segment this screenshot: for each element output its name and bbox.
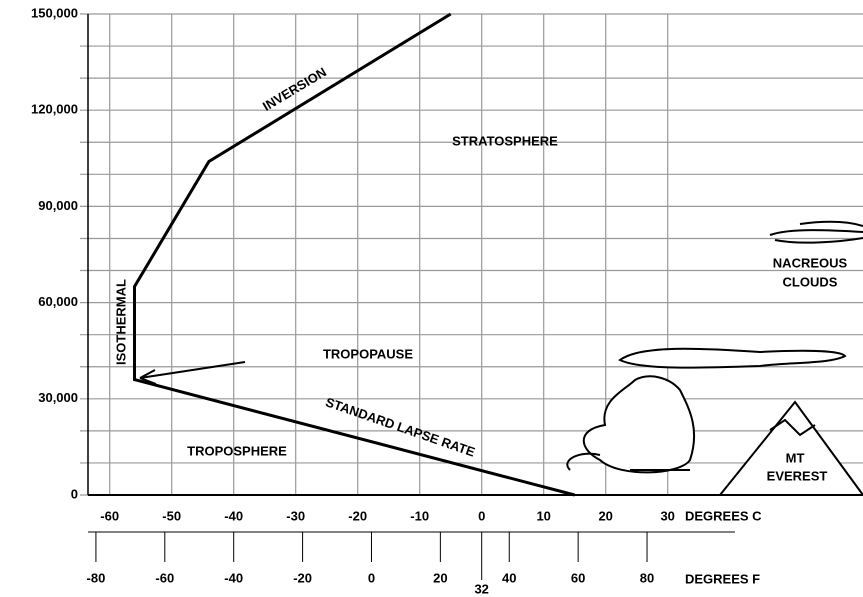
y-tick-label: 120,000 (31, 102, 78, 117)
x-tick-label: 0 (478, 508, 485, 523)
annotation: CLOUDS (783, 274, 838, 289)
x-tick-label: -10 (410, 508, 429, 523)
x2-tick-label: -20 (293, 570, 312, 585)
x-tick-label: 20 (598, 508, 612, 523)
data-line (135, 14, 575, 495)
annotation: TROPOPAUSE (323, 346, 413, 361)
x2-tick-label: 40 (502, 570, 516, 585)
x2-tick-label: -60 (155, 570, 174, 585)
y-tick-label: 90,000 (38, 198, 78, 213)
y-tick-label: 60,000 (38, 294, 78, 309)
x2-tick-label: 60 (571, 570, 585, 585)
y-tick-label: 150,000 (31, 5, 78, 20)
y-tick-label: 30,000 (38, 390, 78, 405)
chart: 0 30,000 60,000 90,000 120,000 150,000 INVERS… (0, 0, 863, 597)
annotation: NACREOUS (773, 255, 848, 270)
x2-tick-label: 80 (640, 570, 654, 585)
annotation: ISOTHERMAL (113, 279, 128, 365)
annotation: TROPOSPHERE (187, 443, 287, 458)
x2-axis-label: DEGREES F (685, 571, 760, 586)
x2-tick-label: -40 (224, 570, 243, 585)
x-tick-label: -40 (224, 508, 243, 523)
x-axis-label: DEGREES C (685, 508, 762, 523)
x2-tick-label: 32 (474, 581, 488, 596)
annotation: MT (786, 450, 805, 465)
x2-tick-label: -80 (87, 570, 106, 585)
x-tick-label: -60 (100, 508, 119, 523)
annotation: EVEREST (767, 468, 828, 483)
x-tick-label: 30 (660, 508, 674, 523)
x2-tick-label: 0 (368, 570, 375, 585)
y-tick-label: 0 (71, 486, 78, 501)
x-tick-label: 10 (536, 508, 550, 523)
x2-tick-label: 20 (433, 570, 447, 585)
x-tick-label: -30 (286, 508, 305, 523)
x-tick-label: -50 (162, 508, 181, 523)
annotation: STRATOSPHERE (452, 133, 558, 148)
x-tick-label: -20 (348, 508, 367, 523)
annotation: INVERSION (260, 64, 329, 114)
